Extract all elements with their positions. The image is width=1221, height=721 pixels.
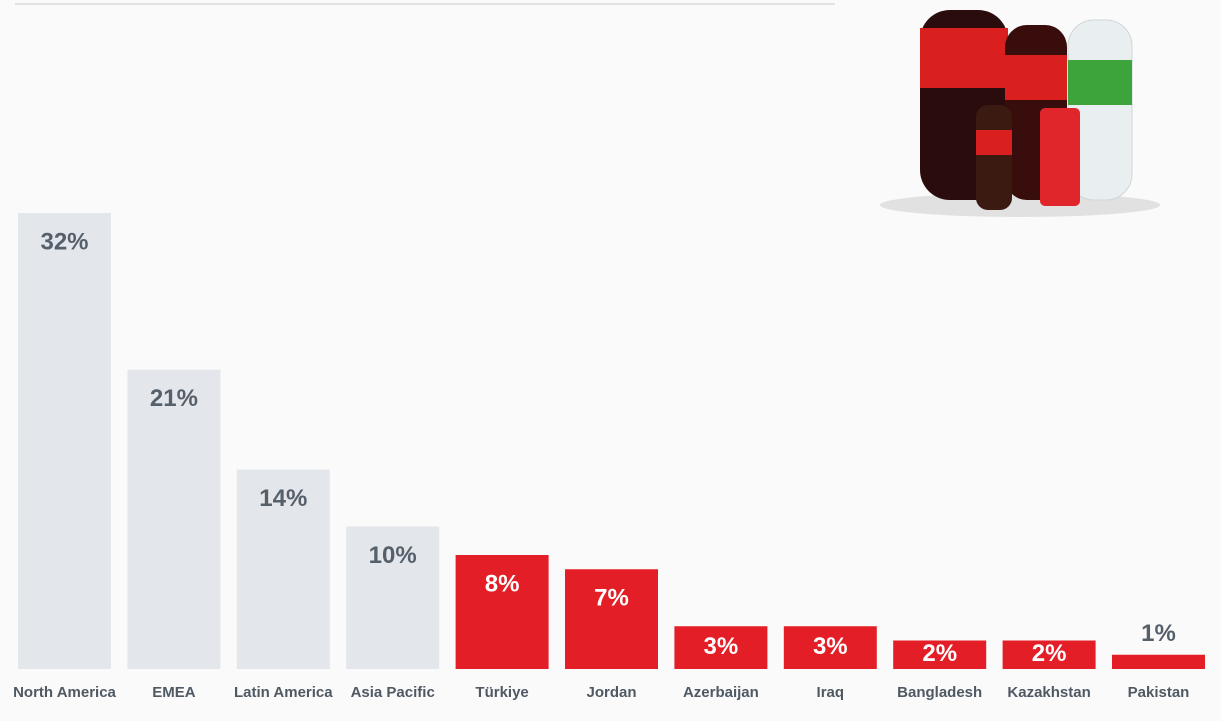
bar — [674, 626, 768, 669]
value-label: 21% — [150, 385, 198, 412]
value-label: 1% — [1141, 620, 1176, 647]
category-label: Kazakhstan — [1007, 684, 1091, 701]
category-label: Asia Pacific — [350, 684, 435, 701]
category-label: Azerbaijan — [682, 684, 759, 701]
value-label: 14% — [259, 485, 307, 512]
value-label: 32% — [40, 228, 88, 255]
category-label: Iraq — [816, 684, 845, 701]
value-label: 3% — [813, 633, 848, 660]
category-label: Bangladesh — [897, 684, 983, 701]
bar — [565, 569, 658, 669]
category-label: EMEA — [152, 684, 196, 701]
bar — [893, 640, 987, 669]
category-label: North America — [13, 684, 116, 701]
category-label: Jordan — [586, 684, 637, 701]
value-label: 2% — [922, 640, 957, 667]
category-label: Pakistan — [1127, 684, 1190, 701]
value-label: 8% — [485, 570, 520, 597]
bar — [127, 369, 221, 669]
bar — [236, 469, 330, 669]
bar — [18, 213, 111, 669]
product-image — [880, 10, 1160, 217]
bar — [346, 526, 440, 669]
bar — [455, 555, 549, 669]
value-label: 3% — [704, 633, 739, 660]
value-label: 7% — [594, 585, 629, 612]
value-label: 2% — [1032, 640, 1067, 667]
value-label: 10% — [369, 542, 417, 569]
category-label: Latin America — [233, 684, 333, 701]
bar — [783, 626, 877, 669]
bar — [1112, 654, 1205, 669]
category-label: Türkiye — [475, 684, 529, 701]
bar — [1002, 640, 1096, 669]
